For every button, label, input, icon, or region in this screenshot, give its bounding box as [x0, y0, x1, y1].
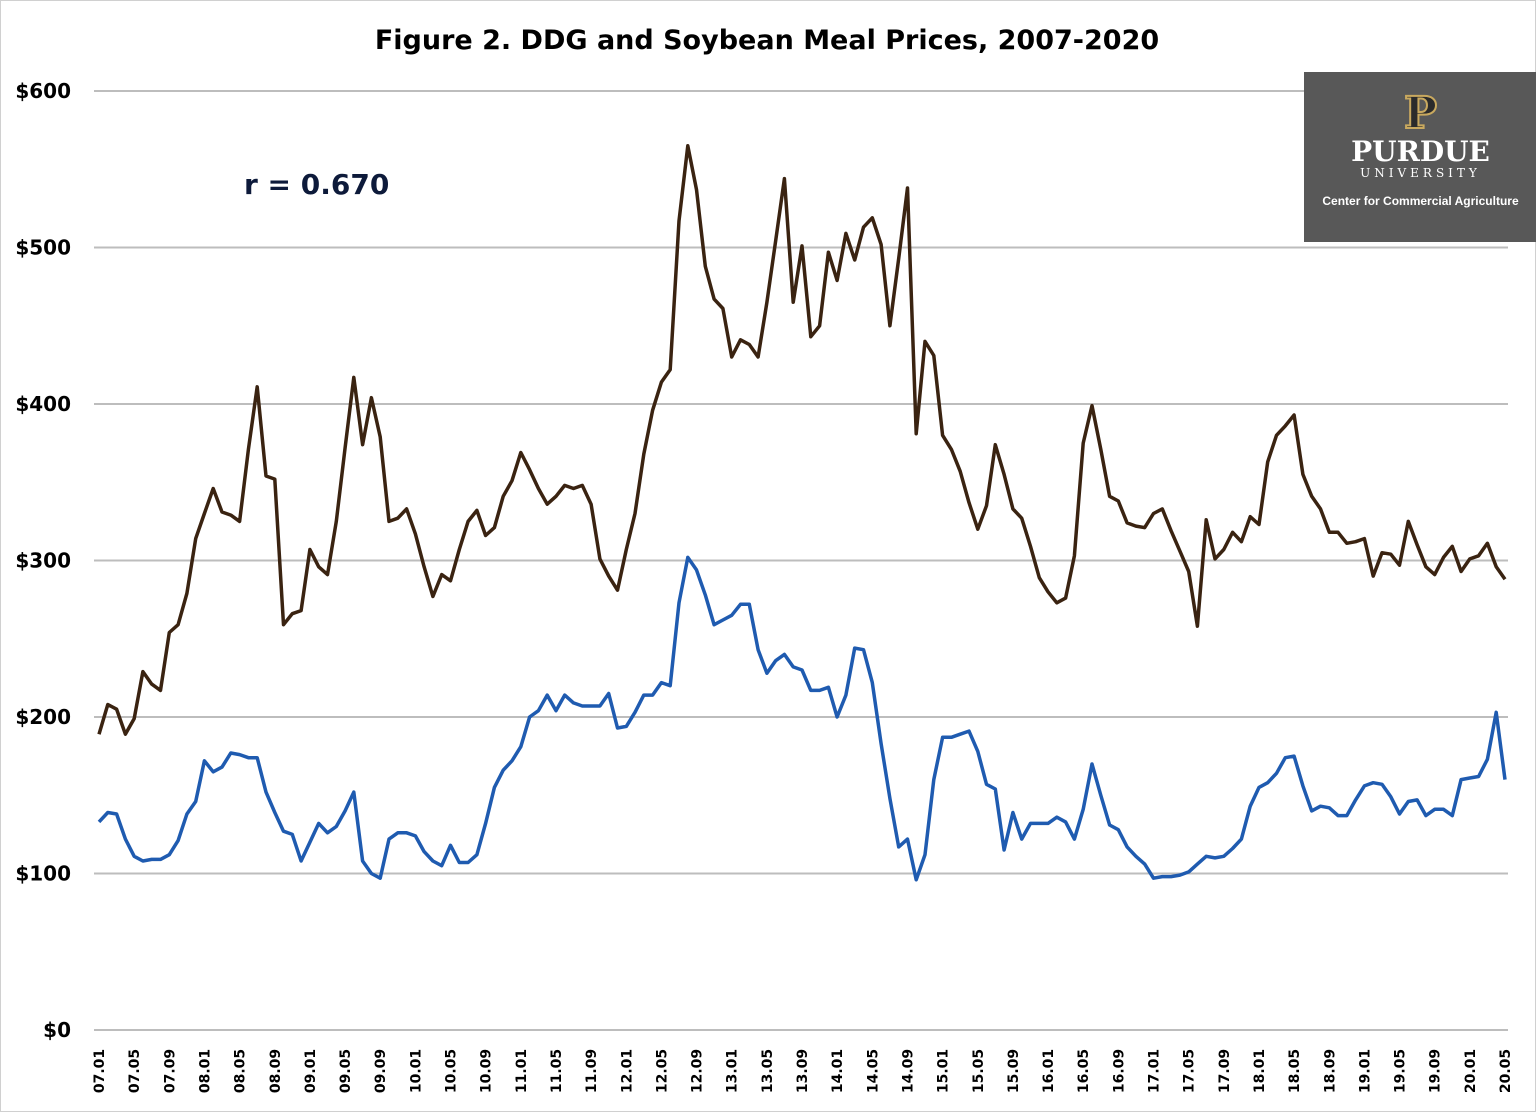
correlation-annotation: r = 0.670 [244, 168, 389, 201]
x-tick-label: 17.09 [1217, 1049, 1233, 1093]
x-tick-label: 11.01 [514, 1049, 530, 1093]
y-tick-label: $300 [15, 549, 71, 573]
x-tick-label: 15.01 [936, 1049, 952, 1093]
logo-university: UNIVERSITY [1360, 166, 1481, 180]
x-tick-label: 14.09 [900, 1049, 916, 1093]
y-tick-label: $0 [43, 1018, 71, 1042]
y-tick-label: $400 [15, 392, 71, 416]
x-tick-label: 20.05 [1498, 1049, 1514, 1093]
x-tick-label: 08.09 [268, 1049, 284, 1093]
purdue-p-mark: P [1403, 88, 1438, 139]
chart-title: Figure 2. DDG and Soybean Meal Prices, 2… [375, 25, 1159, 56]
x-tick-label: 15.09 [1006, 1049, 1022, 1093]
logo-center: Center for Commercial Agriculture [1322, 194, 1519, 208]
x-tick-label: 14.05 [865, 1049, 881, 1093]
x-tick-label: 13.05 [760, 1049, 776, 1093]
x-tick-label: 10.05 [444, 1049, 460, 1093]
x-tick-label: 20.01 [1463, 1049, 1479, 1093]
x-tick-label: 07.05 [127, 1049, 143, 1093]
x-tick-label: 12.01 [619, 1049, 635, 1093]
x-tick-label: 12.05 [654, 1049, 670, 1093]
x-tick-label: 16.09 [1111, 1049, 1127, 1093]
x-tick-label: 12.09 [690, 1049, 706, 1093]
x-tick-label: 07.09 [162, 1049, 178, 1093]
x-tick-label: 19.09 [1428, 1049, 1444, 1093]
x-tick-label: 16.05 [1076, 1049, 1092, 1093]
x-tick-label: 13.01 [725, 1049, 741, 1093]
ddg-line [97, 555, 1507, 882]
y-axis-ticks: $0 $100 $200 $300 $400 $500 $600 [15, 79, 71, 1042]
y-tick-label: $500 [15, 236, 71, 260]
gridlines [94, 90, 1508, 1031]
x-tick-label: 11.09 [584, 1049, 600, 1093]
x-tick-label: 19.05 [1393, 1049, 1409, 1093]
x-tick-label: 13.09 [795, 1049, 811, 1093]
y-tick-label: $200 [15, 705, 71, 729]
x-tick-label: 08.05 [233, 1049, 249, 1093]
x-tick-label: 17.05 [1182, 1049, 1198, 1093]
x-tick-label: 18.05 [1287, 1049, 1303, 1093]
x-tick-label: 10.09 [479, 1049, 495, 1093]
x-tick-label: 18.01 [1252, 1049, 1268, 1093]
x-tick-label: 09.01 [303, 1049, 319, 1093]
x-tick-label: 10.01 [408, 1049, 424, 1093]
y-tick-label: $100 [15, 862, 71, 886]
x-axis-ticks: 07.01 07.05 07.09 08.01 08.05 08.09 09.01 09.05… [92, 1049, 1514, 1093]
soybean-meal-line [97, 144, 1507, 736]
x-tick-label: 09.09 [373, 1049, 389, 1093]
x-tick-label: 15.05 [971, 1049, 987, 1093]
x-tick-label: 09.05 [338, 1049, 354, 1093]
x-tick-label: 11.05 [549, 1049, 565, 1093]
purdue-logo: P PURDUE UNIVERSITY Center for Commercia… [1304, 72, 1536, 242]
series-lines [97, 144, 1507, 882]
y-tick-label: $600 [15, 79, 71, 103]
logo-name: PURDUE [1351, 135, 1490, 168]
x-tick-label: 16.01 [1041, 1049, 1057, 1093]
x-tick-label: 17.01 [1147, 1049, 1163, 1093]
x-tick-label: 19.01 [1357, 1049, 1373, 1093]
x-tick-label: 08.01 [197, 1049, 213, 1093]
x-tick-label: 07.01 [92, 1049, 108, 1093]
x-tick-label: 14.01 [830, 1049, 846, 1093]
x-tick-label: 18.09 [1322, 1049, 1338, 1093]
